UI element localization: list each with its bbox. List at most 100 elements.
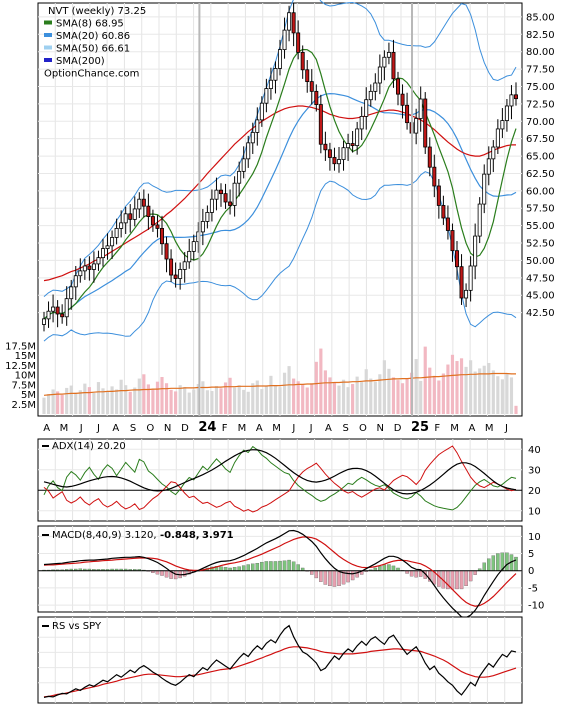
candle-body	[514, 94, 518, 100]
candle-body	[146, 205, 151, 217]
candle-body	[418, 98, 423, 119]
plus-di-line	[43, 445, 517, 511]
volume-bar	[101, 388, 105, 414]
sma20-line	[43, 92, 517, 320]
candle-body	[432, 166, 437, 187]
macd-histogram-bar	[337, 570, 341, 587]
volume-bar	[482, 365, 486, 414]
volume-bar	[487, 362, 491, 414]
candle-body	[486, 158, 491, 175]
macd-histogram-bar	[350, 570, 355, 581]
candle-body	[323, 143, 328, 151]
candle-body	[69, 286, 74, 300]
candle-body	[200, 221, 205, 233]
macd-histogram-bar	[482, 562, 486, 571]
macd-histogram-bar	[491, 555, 496, 571]
volume-bar	[233, 387, 237, 414]
volume-bar	[78, 390, 82, 414]
volume-tick-label: 15M	[15, 351, 36, 362]
volume-bar	[337, 385, 341, 414]
volume-bar	[319, 348, 323, 414]
macd-tick-label: -10	[528, 601, 544, 612]
macd-histogram-bar	[487, 558, 491, 571]
macd-histogram-bar	[496, 553, 500, 571]
volume-bar	[360, 382, 364, 414]
candle-body	[309, 81, 314, 92]
candle-body	[445, 217, 450, 231]
rs-ma-line	[43, 646, 517, 698]
volume-bar	[405, 378, 409, 414]
volume-bar	[509, 377, 514, 414]
price-tick-label: 67.50	[526, 134, 555, 145]
volume-bar	[387, 368, 391, 414]
candle-body	[346, 143, 351, 149]
macd-signal-line	[43, 536, 517, 607]
volume-bar	[205, 390, 209, 414]
candle-body	[246, 142, 251, 160]
x-axis-label: D	[181, 423, 189, 434]
volume-bar	[146, 384, 150, 414]
macd-histogram-bar	[264, 561, 269, 571]
volume-bar	[351, 384, 355, 414]
macd-histogram-bar	[260, 561, 264, 571]
volume-bar	[119, 379, 123, 414]
candle-body	[332, 157, 337, 165]
candle-body	[491, 146, 496, 160]
candle-body	[173, 274, 178, 279]
macd-histogram-bar	[459, 570, 464, 590]
volume-bar	[160, 377, 164, 414]
x-axis-label: M	[60, 423, 69, 434]
volume-bar	[142, 374, 146, 414]
candle-body	[169, 258, 174, 276]
x-axis-label: O	[146, 423, 154, 434]
macd-tick-label: 10	[528, 532, 541, 543]
macd-histogram-bar	[450, 570, 455, 590]
candle-body	[268, 79, 273, 89]
candle-body	[123, 213, 128, 224]
legend-entry: SMA(50) 66.61	[56, 44, 130, 55]
candle-body	[482, 173, 487, 205]
candle-body	[132, 208, 137, 220]
adx-tick-label: 10	[528, 506, 541, 517]
volume-bar	[201, 381, 205, 414]
macd-histogram-bar	[473, 570, 477, 575]
price-tick-label: 52.50	[526, 239, 555, 250]
adx-tick-label: 20	[528, 486, 541, 497]
volume-bar	[137, 378, 141, 414]
volume-bar	[133, 387, 137, 414]
legend-entry: SMA(20) 60.86	[56, 31, 130, 42]
macd-histogram-bar	[409, 570, 414, 577]
brand-label: OptionChance.com	[44, 69, 139, 80]
volume-bar	[69, 385, 73, 414]
volume-ma-line	[43, 372, 516, 396]
x-axis-label: D	[394, 423, 402, 434]
candle-body	[64, 298, 69, 318]
volume-bar	[287, 366, 291, 414]
macd-tick-label: -5	[528, 583, 538, 594]
candle-body	[241, 158, 246, 172]
rs-line	[43, 624, 517, 698]
volume-bar	[505, 373, 509, 414]
volume-bar	[400, 383, 405, 414]
volume-bar	[83, 383, 87, 414]
volume-bar	[228, 377, 232, 414]
macd-histogram-bar	[164, 570, 169, 578]
volume-bar	[187, 392, 191, 414]
macd-histogram-bar	[464, 570, 468, 587]
candle-body	[291, 12, 296, 34]
volume-bar	[355, 376, 359, 414]
volume-bar	[164, 383, 169, 414]
price-tick-label: 72.50	[526, 99, 555, 110]
candle-body	[119, 222, 124, 229]
volume-bar	[464, 366, 468, 414]
price-tick-label: 82.50	[526, 30, 555, 41]
macd-signal-value: -0.848,	[160, 530, 200, 541]
macd-line	[43, 529, 517, 619]
volume-bar	[496, 376, 500, 414]
candle-body	[337, 159, 341, 165]
legend-swatch	[44, 33, 52, 37]
macd-histogram-bar	[455, 570, 459, 590]
volume-bar	[396, 380, 400, 414]
macd-histogram-bar	[282, 560, 287, 571]
volume-tick-label: 7.5M	[11, 380, 36, 391]
